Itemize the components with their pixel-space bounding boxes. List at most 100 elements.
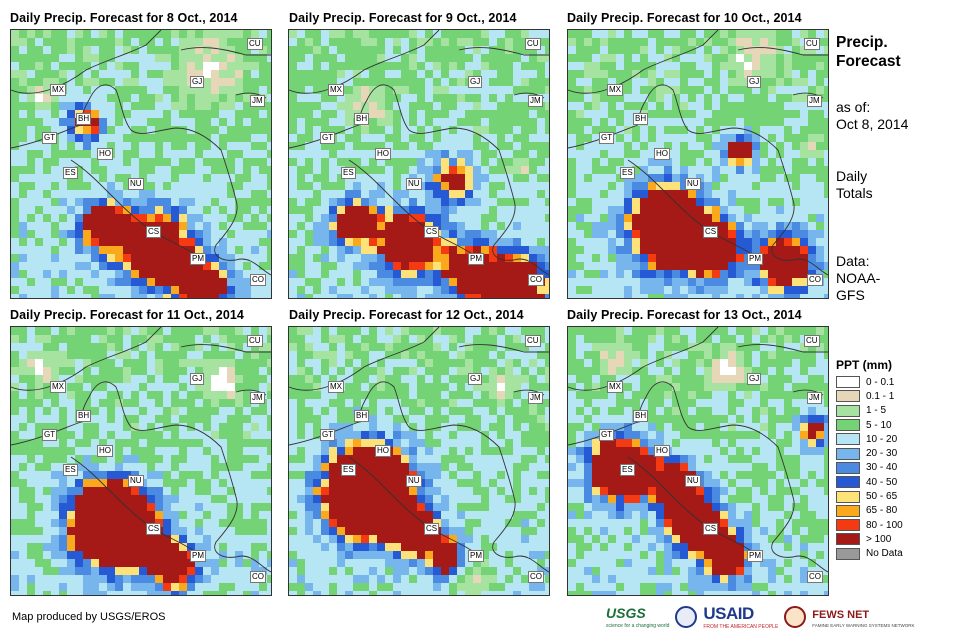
precip-raster [568,30,828,298]
legend-swatch [836,390,860,403]
usgs-logo: USGS science for a changing world [606,605,669,629]
legend-item: 50 - 65 [836,489,903,503]
legend-item: 5 - 10 [836,418,903,432]
legend-swatch [836,433,860,446]
country-label: GJ [468,373,483,385]
legend-swatch [836,419,860,432]
coastline [11,30,271,276]
country-label: JM [528,392,543,404]
country-label: PM [747,550,763,562]
precip-map-oct11: CU MX GJ JM BH GT HO ES NU CS PM CO [10,326,272,596]
map-credit: Map produced by USGS/EROS [12,611,166,623]
totals-block: Daily Totals [836,168,873,202]
coastline [568,30,828,276]
legend-swatch [836,476,860,489]
precip-map-oct13: CU MX GJ JM BH GT HO ES NU CS PM CO [567,326,829,596]
legend-label: 65 - 80 [866,505,898,517]
legend-label: 0.1 - 1 [866,390,895,402]
country-label: JM [807,95,822,107]
legend-item: 80 - 100 [836,518,903,532]
legend-label: > 100 [866,533,892,545]
country-label: CO [528,274,544,286]
country-label: BH [354,410,370,422]
country-label: NU [406,475,422,487]
precip-map-oct8: CU MX GJ JM BH GT HO ES NU CS PM CO [10,29,272,299]
country-label: HO [654,445,670,457]
country-label: BH [76,113,92,125]
legend-item: 0.1 - 1 [836,389,903,403]
country-label: MX [50,381,66,393]
sidebar-heading-line: Precip. [836,34,888,51]
legend-swatch [836,447,860,460]
country-label: PM [468,253,484,265]
country-label: CS [146,226,162,238]
data-source-block: Data: NOAA- GFS [836,253,880,304]
country-label: MX [607,381,623,393]
country-label: ES [63,167,78,179]
country-label: JM [528,95,543,107]
panel-title: Daily Precip. Forecast for 10 Oct., 2014 [567,11,802,25]
legend-item: 10 - 20 [836,432,903,446]
country-label: ES [63,464,78,476]
precip-map-oct12: CU MX GJ JM BH GT HO ES NU CS PM CO [288,326,550,596]
sidebar-heading: Precip. Forecast [836,33,901,71]
country-label: HO [375,148,391,160]
asof-block: as of: Oct 8, 2014 [836,99,908,133]
legend-item: 1 - 5 [836,404,903,418]
country-label: JM [250,95,265,107]
legend-item: 0 - 0.1 [836,375,903,389]
panel-title: Daily Precip. Forecast for 11 Oct., 2014 [10,308,244,322]
usgs-logo-text: USGS [606,605,646,621]
country-label: ES [620,464,635,476]
legend-swatch [836,504,860,517]
country-label: CS [424,523,440,535]
country-label: GJ [747,373,762,385]
usaid-tagline: FROM THE AMERICAN PEOPLE [703,624,779,630]
country-label: CS [703,523,719,535]
country-label: ES [341,464,356,476]
country-label: JM [807,392,822,404]
legend-swatch [836,404,860,417]
legend-label: 80 - 100 [866,519,903,531]
country-label: BH [633,410,649,422]
asof-label: as of: [836,99,871,115]
country-label: GT [42,132,58,144]
legend-swatch [836,533,860,546]
precip-raster [568,327,828,595]
country-label: PM [468,550,484,562]
country-label: CU [525,335,541,347]
legend-label: 30 - 40 [866,462,898,474]
legend-label: 10 - 20 [866,433,898,445]
country-label: MX [607,84,623,96]
totals-line: Totals [836,185,873,201]
country-label: GT [599,429,615,441]
precip-legend: 0 - 0.1 0.1 - 1 1 - 5 5 - 10 10 - 20 20 - 30 3… [836,375,903,561]
precip-raster [11,30,271,298]
country-label: CO [807,571,823,583]
legend-label: 50 - 65 [866,491,898,503]
country-label: CU [525,38,541,50]
legend-label: 1 - 5 [866,405,887,417]
country-label: CU [247,335,263,347]
coastline [289,327,549,573]
usaid-logo: USAID FROM THE AMERICAN PEOPLE [703,604,778,630]
country-label: BH [354,113,370,125]
country-label: PM [190,550,206,562]
country-label: GJ [747,76,762,88]
coastline [568,327,828,573]
legend-swatch [836,490,860,503]
country-label: CS [703,226,719,238]
panel-title: Daily Precip. Forecast for 13 Oct., 2014 [567,308,802,322]
data-source-line: GFS [836,287,865,303]
country-label: CS [146,523,162,535]
country-label: NU [128,475,144,487]
legend-label: 5 - 10 [866,419,892,431]
country-label: HO [375,445,391,457]
country-label: GJ [468,76,483,88]
country-label: MX [50,84,66,96]
usaid-logo-text: USAID [703,604,754,623]
legend-swatch [836,547,860,560]
country-label: NU [685,178,701,190]
legend-swatch [836,376,860,389]
legend-item: 65 - 80 [836,504,903,518]
